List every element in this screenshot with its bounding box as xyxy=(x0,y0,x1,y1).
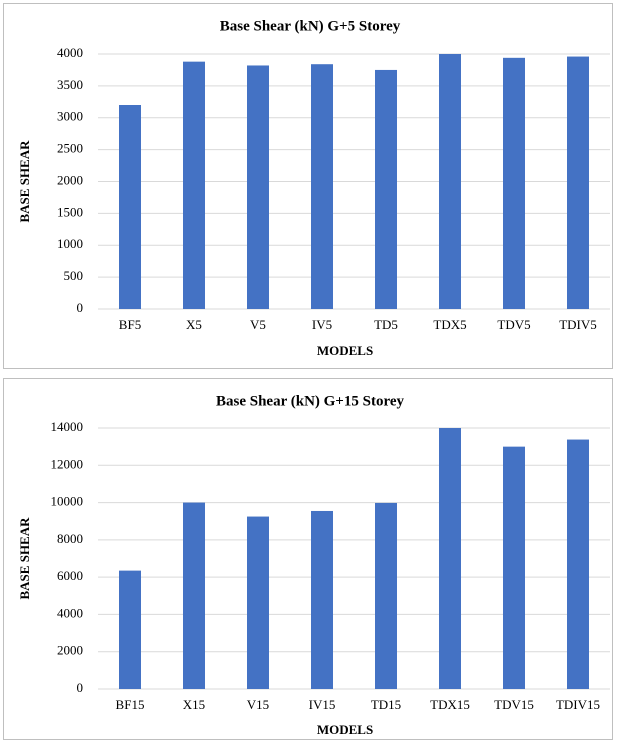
x-tick-label: TDIV5 xyxy=(559,317,597,332)
x-tick-label: TDX15 xyxy=(430,697,470,712)
bar xyxy=(183,502,205,689)
x-tick-label: IV5 xyxy=(312,317,332,332)
y-tick-label: 2000 xyxy=(57,172,83,187)
x-axis-label: MODELS xyxy=(317,343,373,358)
x-tick-label: TDX5 xyxy=(433,317,466,332)
x-tick-label: BF5 xyxy=(119,317,141,332)
bar xyxy=(567,56,589,309)
bar xyxy=(567,439,589,689)
bar xyxy=(503,57,525,310)
x-tick-label: V15 xyxy=(247,697,269,712)
y-tick-label: 6000 xyxy=(57,568,83,583)
y-tick-label: 4000 xyxy=(57,605,83,620)
chart-title: Base Shear (kN) G+5 Storey xyxy=(220,18,401,34)
x-tick-label: TDV5 xyxy=(497,317,530,332)
y-tick-label: 0 xyxy=(77,680,84,695)
x-tick-label: TDV15 xyxy=(494,697,534,712)
y-tick-label: 0 xyxy=(77,300,84,315)
bar xyxy=(311,64,333,309)
x-tick-label: TD15 xyxy=(371,697,401,712)
y-tick-label: 12000 xyxy=(51,456,84,471)
bar xyxy=(439,54,461,309)
bar xyxy=(503,446,525,689)
x-axis-label: MODELS xyxy=(317,722,373,737)
x-tick-label: TDIV15 xyxy=(556,697,600,712)
bar xyxy=(375,69,397,309)
x-tick-label: X5 xyxy=(186,317,202,332)
bar xyxy=(439,428,461,689)
y-tick-label: 2500 xyxy=(57,141,83,156)
x-tick-label: BF15 xyxy=(116,697,145,712)
bar xyxy=(247,516,269,689)
y-axis-label: BASE SHEAR xyxy=(17,517,32,600)
bar xyxy=(375,502,397,689)
bar xyxy=(119,105,141,309)
y-tick-label: 3000 xyxy=(57,109,83,124)
x-tick-label: X15 xyxy=(183,697,205,712)
y-tick-label: 14000 xyxy=(51,419,84,434)
bar xyxy=(119,570,141,689)
bar xyxy=(247,65,269,309)
y-tick-label: 3500 xyxy=(57,77,83,92)
chart-title: Base Shear (kN) G+15 Storey xyxy=(216,393,404,409)
x-tick-label: V5 xyxy=(250,317,266,332)
bar xyxy=(183,61,205,310)
x-tick-label: TD5 xyxy=(374,317,398,332)
y-tick-label: 1000 xyxy=(57,236,83,251)
x-tick-label: IV15 xyxy=(309,697,336,712)
y-tick-label: 500 xyxy=(64,268,84,283)
y-tick-label: 10000 xyxy=(51,494,84,509)
bar xyxy=(311,510,333,689)
y-axis-label: BASE SHEAR xyxy=(17,140,32,223)
y-tick-label: 1500 xyxy=(57,204,83,219)
y-tick-label: 2000 xyxy=(57,643,83,658)
y-tick-label: 8000 xyxy=(57,531,83,546)
y-tick-label: 4000 xyxy=(57,45,83,60)
